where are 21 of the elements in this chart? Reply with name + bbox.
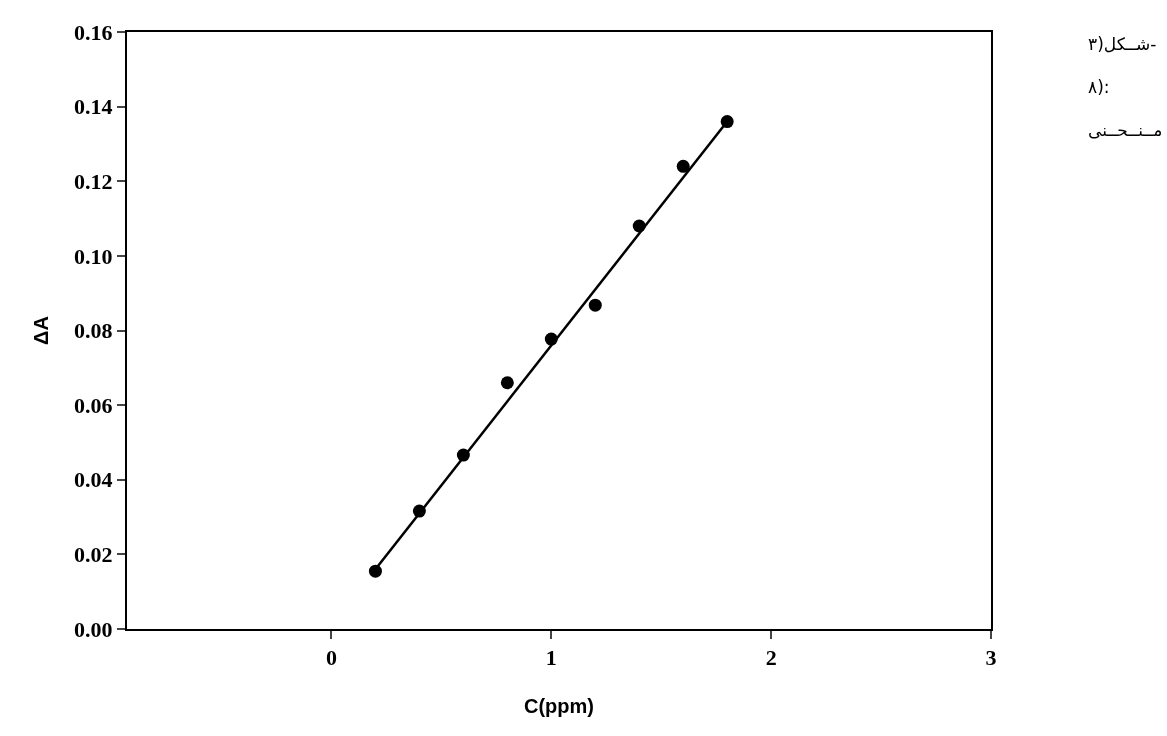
x-tick-label: 0 bbox=[325, 645, 337, 671]
y-tick-label: 0.04 bbox=[74, 467, 113, 493]
x-tick-label: 1 bbox=[545, 645, 557, 671]
y-axis-title: ΔA bbox=[30, 316, 53, 345]
text: ۸): bbox=[1088, 77, 1110, 97]
text: مــنــحــنی bbox=[1088, 120, 1163, 140]
y-tick-label: 0.08 bbox=[74, 318, 113, 344]
point bbox=[676, 159, 690, 173]
text: شــکل(۳- bbox=[1088, 34, 1157, 54]
x-axis-title: C(ppm) bbox=[524, 695, 594, 718]
y-tick-label: 0.02 bbox=[74, 542, 113, 568]
y-tick-label: 0.16 bbox=[74, 19, 113, 45]
x-tick-label: 3 bbox=[985, 645, 997, 671]
x-tick-label: 2 bbox=[765, 645, 777, 671]
y-tick-label: 0.12 bbox=[74, 168, 113, 194]
y-tick-label: 0.00 bbox=[74, 616, 113, 642]
y-tick-label: 0.10 bbox=[74, 243, 113, 269]
y-tick-label: 0.06 bbox=[74, 392, 113, 418]
point bbox=[588, 298, 602, 312]
y-tick-label: 0.14 bbox=[74, 94, 113, 120]
point bbox=[500, 376, 514, 390]
